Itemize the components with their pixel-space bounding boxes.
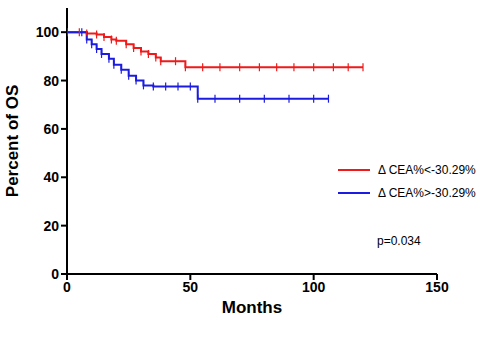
svg-text:0: 0 [51, 266, 59, 282]
svg-text:40: 40 [43, 169, 59, 185]
svg-text:100: 100 [36, 24, 60, 40]
svg-text:0: 0 [63, 279, 71, 295]
svg-text:20: 20 [43, 218, 59, 234]
svg-text:100: 100 [302, 279, 326, 295]
html-text:Δ CEA%>-30.29%: Δ CEA%>-30.29% [378, 185, 476, 200]
svg-text:Months: Months [222, 298, 282, 317]
svg-text:80: 80 [43, 73, 59, 89]
html-text:p=0.034: p=0.034 [377, 234, 421, 248]
svg-text:150: 150 [425, 279, 449, 295]
svg-text:50: 50 [183, 279, 199, 295]
html-text:Δ CEA%<-30.29%: Δ CEA%<-30.29% [378, 162, 476, 177]
svg-text:60: 60 [43, 121, 59, 137]
svg-text:Percent of OS: Percent of OS [8, 85, 22, 197]
